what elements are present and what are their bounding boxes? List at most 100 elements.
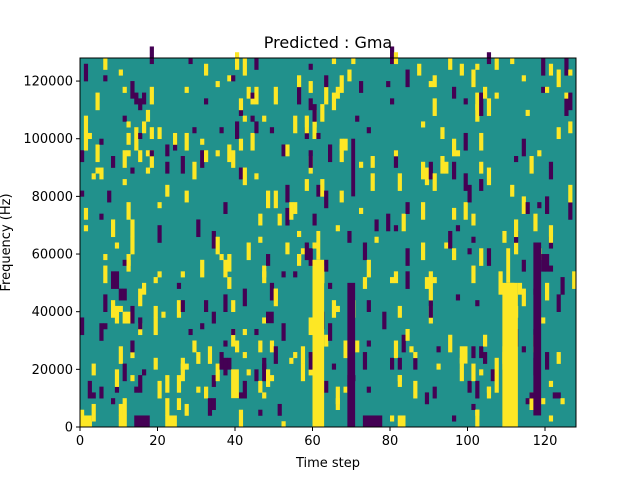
heatmap-cell [444,161,449,174]
heatmap-cell [103,75,108,82]
heatmap-cell [107,190,112,203]
heatmap-cell [157,202,162,209]
heatmap-cell [390,415,395,422]
heatmap-cell [238,409,244,428]
heatmap-cell [459,369,464,382]
heatmap-cell [231,75,236,82]
heatmap-cell [471,236,476,243]
heatmap-cell [273,190,278,209]
heatmap-cell [142,121,147,134]
heatmap-cell [382,311,387,330]
heatmap-cell [370,156,375,168]
heatmap-cell [262,363,267,382]
heatmap-cell [405,69,410,88]
heatmap-cell [269,282,275,301]
heatmap-cell [393,271,399,284]
heatmap-cell [324,334,329,347]
heatmap-cell [219,254,224,261]
heatmap-cell [556,294,561,312]
heatmap-cell [285,242,290,255]
heatmap-cell [486,179,492,186]
heatmap-cell [269,375,275,382]
heatmap-high-region [312,259,325,427]
heatmap-cell [211,230,216,249]
heatmap-cell [122,86,127,93]
heatmap-cell [405,248,410,266]
heatmap-cell [545,352,550,370]
heatmap-cell [126,254,131,266]
heatmap-cell [413,357,418,370]
heatmap-cell [242,352,247,359]
y-tick-label: 0 [65,421,73,436]
heatmap-cell [347,230,352,243]
heatmap-high-region [502,282,518,427]
heatmap-cell [397,173,402,191]
heatmap-cell [413,352,418,359]
heatmap-cell [548,161,554,168]
heatmap-cell [114,386,120,393]
heatmap-cell [331,92,337,111]
heatmap-cell [122,179,127,186]
heatmap-cell [514,219,519,238]
heatmap-cell [130,340,135,353]
heatmap-cell [312,213,317,226]
heatmap-cell [560,277,565,295]
heatmap-cell [130,352,135,359]
heatmap-cell [475,380,480,399]
heatmap-cell [521,259,526,272]
heatmap-cell [134,127,139,134]
heatmap-cell [440,127,445,140]
heatmap-cell [548,167,554,180]
heatmap-cell [204,150,209,163]
heatmap-cell [568,69,573,76]
heatmap-cell [138,150,143,163]
heatmap-cell [471,363,476,382]
heatmap-cell [231,150,236,168]
heatmap-cell [266,254,271,266]
heatmap-cell [180,156,185,174]
heatmap-cell [494,375,499,393]
heatmap-cell [126,202,131,220]
heatmap-cell [316,132,321,140]
heatmap-cell [176,375,182,393]
heatmap-cell [238,98,244,111]
heatmap-cell [122,288,127,301]
heatmap-cell [556,352,561,364]
heatmap-cell [95,92,100,111]
heatmap-cell [235,52,240,70]
y-tick-label: 100000 [23,132,73,147]
heatmap-cell [331,300,337,318]
heatmap-cell [242,115,247,122]
heatmap-cell [235,340,240,353]
heatmap-cell [297,254,302,261]
heatmap-cell [223,357,228,376]
heatmap-cell [452,138,457,157]
heatmap-cell [405,271,410,289]
heatmap-cell [157,225,162,243]
heatmap-background [80,58,576,427]
heatmap-cell [223,202,228,214]
heatmap-cell [142,369,147,376]
heatmap-cell [211,375,216,387]
heatmap-cell [269,340,275,353]
heatmap-cell [452,86,457,99]
heatmap-cell [111,219,116,238]
heatmap-cell [246,86,251,99]
heatmap-cell [308,150,313,168]
heatmap-cell [258,213,263,226]
heatmap-cell [200,138,205,145]
heatmap-cell [440,161,445,174]
heatmap-cell [180,363,185,382]
heatmap-cell [475,300,480,307]
heatmap-cell [572,271,577,289]
heatmap-cell [223,259,228,278]
heatmap-cell [390,357,395,370]
heatmap-cell [479,161,484,174]
heatmap-cell [192,127,197,134]
heatmap-cell [545,254,550,272]
heatmap-cell [227,75,232,82]
heatmap-cell [308,317,313,336]
heatmap-cell [479,248,484,266]
heatmap-cell [359,161,364,168]
heatmap-cell [227,357,232,370]
